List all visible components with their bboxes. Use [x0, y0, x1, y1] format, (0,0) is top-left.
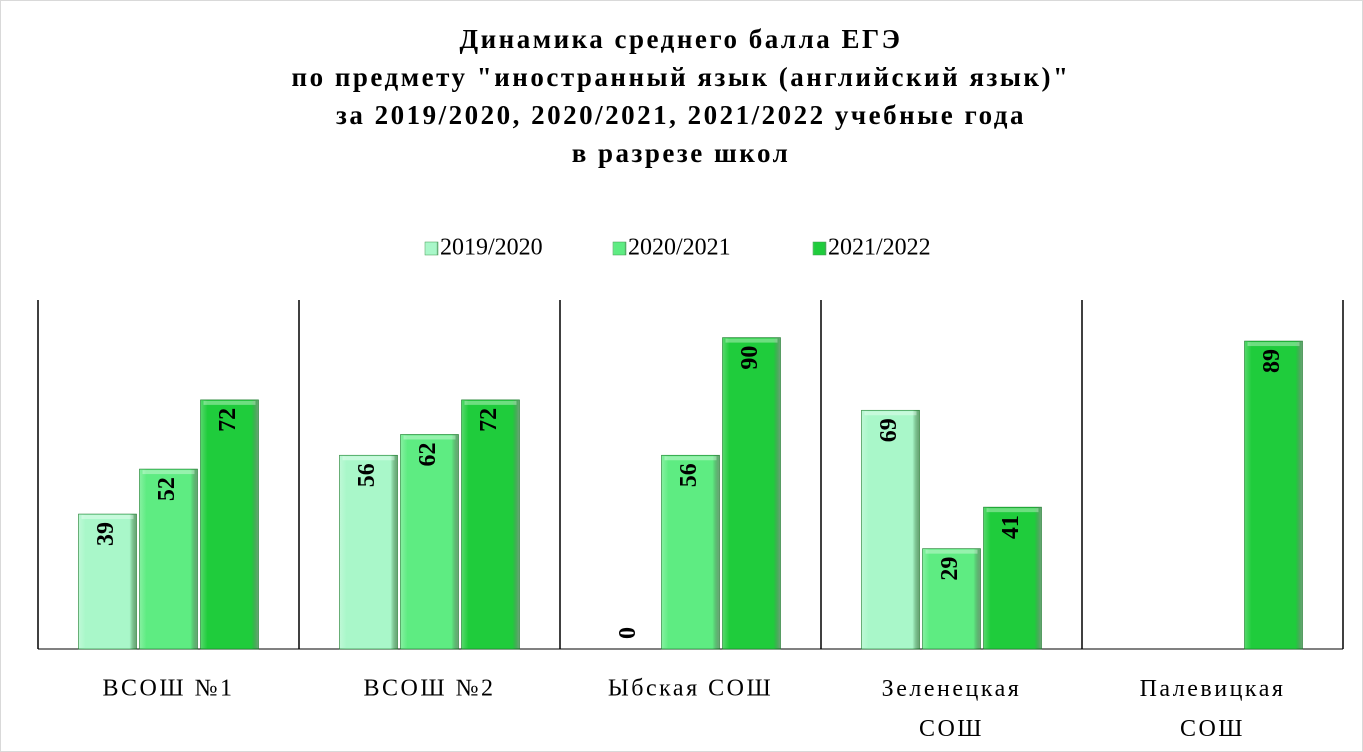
- bar-bevel: [664, 456, 717, 461]
- data-label: 56: [676, 463, 702, 487]
- x-tick-label: Зеленецкая СОШ: [882, 676, 1022, 742]
- legend-label: 2019/2020: [440, 235, 543, 261]
- legend-label: 2020/2021: [628, 235, 731, 261]
- bar-bevel: [986, 508, 1039, 513]
- bar: [461, 399, 520, 650]
- bar-bevel: [142, 470, 195, 475]
- bar: [861, 409, 920, 650]
- bar-bevel: [403, 435, 456, 440]
- bar: [983, 506, 1042, 650]
- chart-title: за 2019/2020, 2020/2021, 2021/2022 учебн…: [336, 100, 1026, 130]
- x-tick-label: Палевицкая СОШ: [1140, 676, 1286, 742]
- data-label: 69: [876, 418, 902, 442]
- bar-bevel: [203, 400, 256, 405]
- bar: [661, 454, 720, 650]
- legend-swatch: [812, 241, 827, 256]
- data-label: 90: [737, 346, 763, 370]
- chart-title: в разрезе школ: [572, 138, 791, 168]
- x-tick-label: ВСОШ №2: [364, 676, 496, 702]
- data-label: 72: [215, 408, 241, 432]
- data-label: 52: [154, 477, 180, 501]
- data-label: 41: [998, 515, 1024, 539]
- data-label: 29: [937, 557, 963, 581]
- data-label: 72: [476, 408, 502, 432]
- legend-swatch: [424, 241, 439, 256]
- data-label: 0: [615, 627, 641, 639]
- bar: [1244, 340, 1303, 650]
- bar: [339, 454, 398, 650]
- bar: [922, 548, 981, 650]
- x-tick-label: ВСОШ №1: [103, 676, 235, 702]
- data-label: 62: [415, 442, 441, 466]
- bar: [139, 468, 198, 650]
- legend-label: 2021/2022: [828, 235, 931, 261]
- data-label: 56: [354, 463, 380, 487]
- bar: [200, 399, 259, 650]
- bar-bevel: [864, 411, 917, 416]
- bar-bevel: [81, 515, 134, 520]
- bar: [400, 434, 459, 650]
- bar-bevel: [1247, 342, 1300, 347]
- data-label: 39: [93, 522, 119, 546]
- bar-bevel: [342, 456, 395, 461]
- chart-title: Динамика среднего балла ЕГЭ: [460, 24, 903, 54]
- bar-bevel: [925, 549, 978, 554]
- x-tick-label: Ыбская СОШ: [608, 676, 773, 702]
- bar-bevel: [464, 400, 517, 405]
- bar-bevel: [725, 338, 778, 343]
- bar: [722, 337, 781, 650]
- legend-swatch: [612, 241, 627, 256]
- chart-title: по предмету "иностранный язык (английски…: [292, 62, 1071, 92]
- data-label: 89: [1259, 349, 1285, 373]
- bar: [78, 513, 137, 650]
